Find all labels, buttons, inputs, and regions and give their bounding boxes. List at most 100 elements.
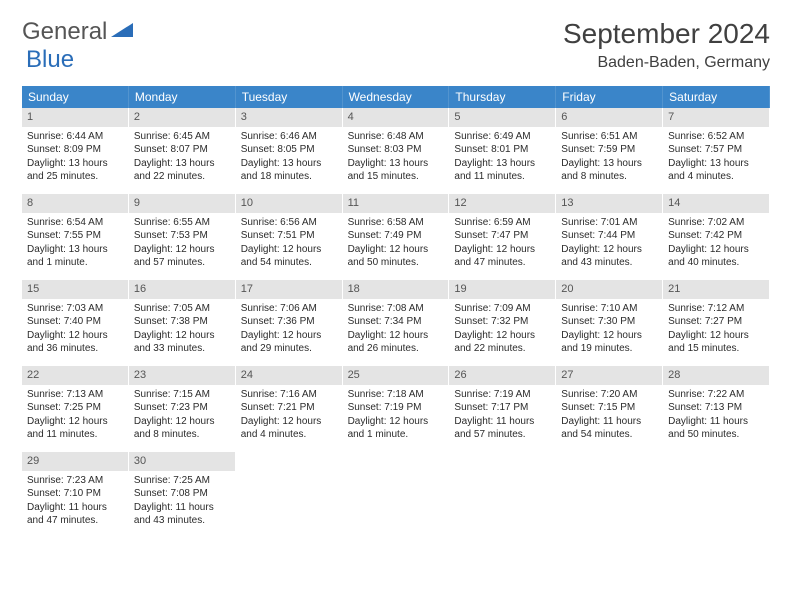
empty-cell (663, 452, 770, 538)
daylight-line: Daylight: 12 hours and 22 minutes. (454, 329, 550, 356)
empty-cell (236, 452, 343, 538)
month-title: September 2024 (563, 18, 770, 50)
sunrise-line: Sunrise: 6:58 AM (348, 216, 444, 230)
day-number: 12 (449, 194, 555, 213)
day-number: 7 (663, 108, 769, 127)
sunset-line: Sunset: 7:55 PM (27, 229, 123, 243)
sunrise-line: Sunrise: 6:52 AM (668, 130, 764, 144)
sunrise-line: Sunrise: 7:25 AM (134, 474, 230, 488)
day-number: 11 (343, 194, 449, 213)
day-cell: 29Sunrise: 7:23 AMSunset: 7:10 PMDayligh… (22, 452, 129, 538)
sunrise-line: Sunrise: 6:44 AM (27, 130, 123, 144)
sunset-line: Sunset: 7:53 PM (134, 229, 230, 243)
daylight-line: Daylight: 12 hours and 50 minutes. (348, 243, 444, 270)
day-cell: 18Sunrise: 7:08 AMSunset: 7:34 PMDayligh… (343, 280, 450, 366)
day-number: 23 (129, 366, 235, 385)
day-number: 25 (343, 366, 449, 385)
sunrise-line: Sunrise: 7:05 AM (134, 302, 230, 316)
daylight-line: Daylight: 12 hours and 8 minutes. (134, 415, 230, 442)
day-cell: 3Sunrise: 6:46 AMSunset: 8:05 PMDaylight… (236, 108, 343, 194)
sunrise-line: Sunrise: 7:03 AM (27, 302, 123, 316)
sunset-line: Sunset: 7:40 PM (27, 315, 123, 329)
sunrise-line: Sunrise: 7:09 AM (454, 302, 550, 316)
sunset-line: Sunset: 7:27 PM (668, 315, 764, 329)
sunset-line: Sunset: 7:13 PM (668, 401, 764, 415)
day-cell: 24Sunrise: 7:16 AMSunset: 7:21 PMDayligh… (236, 366, 343, 452)
day-number: 30 (129, 452, 235, 471)
daylight-line: Daylight: 13 hours and 8 minutes. (561, 157, 657, 184)
logo-text-general: General (22, 18, 107, 46)
day-number: 26 (449, 366, 555, 385)
day-number: 27 (556, 366, 662, 385)
sunset-line: Sunset: 7:32 PM (454, 315, 550, 329)
day-cell: 15 Sunrise: 7:03 AMSunset: 7:40 PMDayligh… (22, 280, 129, 366)
logo-triangle-icon (111, 21, 133, 44)
weeks-container: 1Sunrise: 6:44 AMSunset: 8:09 PMDaylight… (22, 108, 770, 538)
sunset-line: Sunset: 7:36 PM (241, 315, 337, 329)
day-number: 21 (663, 280, 769, 299)
day-cell: 1Sunrise: 6:44 AMSunset: 8:09 PMDaylight… (22, 108, 129, 194)
sunrise-line: Sunrise: 6:45 AM (134, 130, 230, 144)
daylight-line: Daylight: 12 hours and 33 minutes. (134, 329, 230, 356)
daylight-line: Daylight: 12 hours and 11 minutes. (27, 415, 123, 442)
empty-cell (449, 452, 556, 538)
sunrise-line: Sunrise: 6:51 AM (561, 130, 657, 144)
day-number: 19 (449, 280, 555, 299)
sunset-line: Sunset: 8:05 PM (241, 143, 337, 157)
day-number: 10 (236, 194, 342, 213)
location: Baden-Baden, Germany (563, 54, 770, 72)
day-cell: 5Sunrise: 6:49 AMSunset: 8:01 PMDaylight… (449, 108, 556, 194)
daylight-line: Daylight: 12 hours and 36 minutes. (27, 329, 123, 356)
sunrise-line: Sunrise: 7:01 AM (561, 216, 657, 230)
sunrise-line: Sunrise: 7:20 AM (561, 388, 657, 402)
sunset-line: Sunset: 7:19 PM (348, 401, 444, 415)
title-block: September 2024 Baden-Baden, Germany (563, 18, 770, 72)
day-cell: 22Sunrise: 7:13 AMSunset: 7:25 PMDayligh… (22, 366, 129, 452)
day-cell: 12Sunrise: 6:59 AMSunset: 7:47 PMDayligh… (449, 194, 556, 280)
header: General September 2024 Baden-Baden, Germ… (0, 0, 792, 80)
dow-sunday: Sunday (22, 86, 129, 108)
sunset-line: Sunset: 7:57 PM (668, 143, 764, 157)
sunset-line: Sunset: 7:17 PM (454, 401, 550, 415)
week-row: 1Sunrise: 6:44 AMSunset: 8:09 PMDaylight… (22, 108, 770, 194)
week-row: 8Sunrise: 6:54 AMSunset: 7:55 PMDaylight… (22, 194, 770, 280)
day-number: 13 (556, 194, 662, 213)
day-cell: 16Sunrise: 7:05 AMSunset: 7:38 PMDayligh… (129, 280, 236, 366)
sunrise-line: Sunrise: 6:55 AM (134, 216, 230, 230)
sunset-line: Sunset: 7:10 PM (27, 487, 123, 501)
sunrise-line: Sunrise: 7:18 AM (348, 388, 444, 402)
sunset-line: Sunset: 7:38 PM (134, 315, 230, 329)
daylight-line: Daylight: 11 hours and 50 minutes. (668, 415, 764, 442)
sunset-line: Sunset: 8:03 PM (348, 143, 444, 157)
day-cell: 9Sunrise: 6:55 AMSunset: 7:53 PMDaylight… (129, 194, 236, 280)
sunset-line: Sunset: 8:09 PM (27, 143, 123, 157)
day-number: 29 (22, 452, 128, 471)
sunset-line: Sunset: 8:07 PM (134, 143, 230, 157)
sunrise-line: Sunrise: 6:46 AM (241, 130, 337, 144)
day-number: 4 (343, 108, 449, 127)
day-cell: 7Sunrise: 6:52 AMSunset: 7:57 PMDaylight… (663, 108, 770, 194)
day-cell: 23Sunrise: 7:15 AMSunset: 7:23 PMDayligh… (129, 366, 236, 452)
day-number: 2 (129, 108, 235, 127)
daylight-line: Daylight: 13 hours and 22 minutes. (134, 157, 230, 184)
day-number: 15 (22, 280, 128, 299)
day-cell: 11Sunrise: 6:58 AMSunset: 7:49 PMDayligh… (343, 194, 450, 280)
day-cell: 19 Sunrise: 7:09 AMSunset: 7:32 PMDayligh… (449, 280, 556, 366)
dow-tuesday: Tuesday (236, 86, 343, 108)
sunset-line: Sunset: 7:42 PM (668, 229, 764, 243)
day-number: 9 (129, 194, 235, 213)
sunrise-line: Sunrise: 6:59 AM (454, 216, 550, 230)
sunset-line: Sunset: 7:34 PM (348, 315, 444, 329)
sunset-line: Sunset: 7:51 PM (241, 229, 337, 243)
day-cell: 4Sunrise: 6:48 AMSunset: 8:03 PMDaylight… (343, 108, 450, 194)
day-cell: 30Sunrise: 7:25 AMSunset: 7:08 PMDayligh… (129, 452, 236, 538)
sunrise-line: Sunrise: 7:19 AM (454, 388, 550, 402)
sunrise-line: Sunrise: 7:22 AM (668, 388, 764, 402)
dow-friday: Friday (556, 86, 663, 108)
daylight-line: Daylight: 12 hours and 40 minutes. (668, 243, 764, 270)
day-number: 8 (22, 194, 128, 213)
sunset-line: Sunset: 7:47 PM (454, 229, 550, 243)
sunrise-line: Sunrise: 7:13 AM (27, 388, 123, 402)
daylight-line: Daylight: 12 hours and 4 minutes. (241, 415, 337, 442)
daylight-line: Daylight: 13 hours and 11 minutes. (454, 157, 550, 184)
